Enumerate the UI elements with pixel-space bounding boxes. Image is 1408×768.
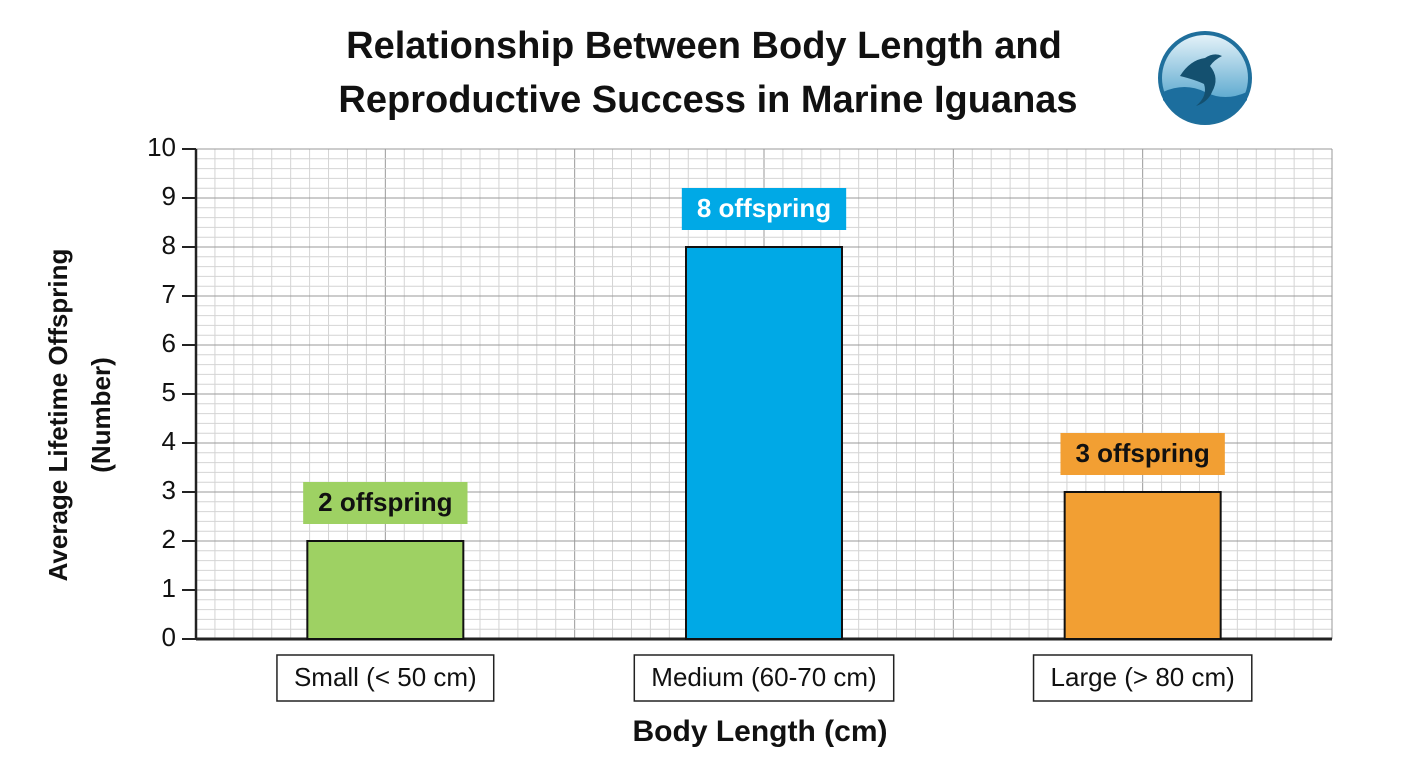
x-tick-label-box xyxy=(633,654,895,702)
y-tick-label: 3 xyxy=(162,475,176,505)
y-tick-label: 10 xyxy=(147,132,176,162)
y-axis-label: (Number) xyxy=(86,357,116,473)
value-label: 3 offspring xyxy=(1075,438,1209,468)
logo xyxy=(1158,31,1252,125)
x-tick-label-box xyxy=(1032,654,1253,702)
y-tick-label: 2 xyxy=(162,524,176,554)
y-tick-label: 9 xyxy=(162,181,176,211)
value-label: 2 offspring xyxy=(318,487,452,517)
x-tick-label: Large (> 80 cm) xyxy=(1051,662,1235,692)
chart-title: Reproductive Success in Marine Iguanas xyxy=(338,79,1077,121)
value-label-box xyxy=(1060,433,1225,475)
value-label-box xyxy=(303,482,468,524)
chart-title: Relationship Between Body Length and xyxy=(346,25,1062,67)
y-tick-label: 5 xyxy=(162,377,176,407)
x-tick-label: Small (< 50 cm) xyxy=(294,662,477,692)
x-tick-label-box xyxy=(276,654,495,702)
y-tick-label: 1 xyxy=(162,573,176,603)
value-label: 8 offspring xyxy=(697,193,831,223)
y-tick-label: 6 xyxy=(162,328,176,358)
y-tick-label: 0 xyxy=(162,622,176,652)
y-tick-label: 7 xyxy=(162,279,176,309)
y-tick-label: 8 xyxy=(162,230,176,260)
bar xyxy=(1063,491,1222,640)
x-tick-label: Medium (60-70 cm) xyxy=(651,662,876,692)
x-axis-label: Body Length (cm) xyxy=(633,715,888,748)
value-label-box xyxy=(681,188,847,230)
y-axis-label: Average Lifetime Offspring xyxy=(43,249,73,582)
bar xyxy=(685,246,843,640)
y-tick-label: 4 xyxy=(162,426,176,456)
bar xyxy=(306,540,465,640)
